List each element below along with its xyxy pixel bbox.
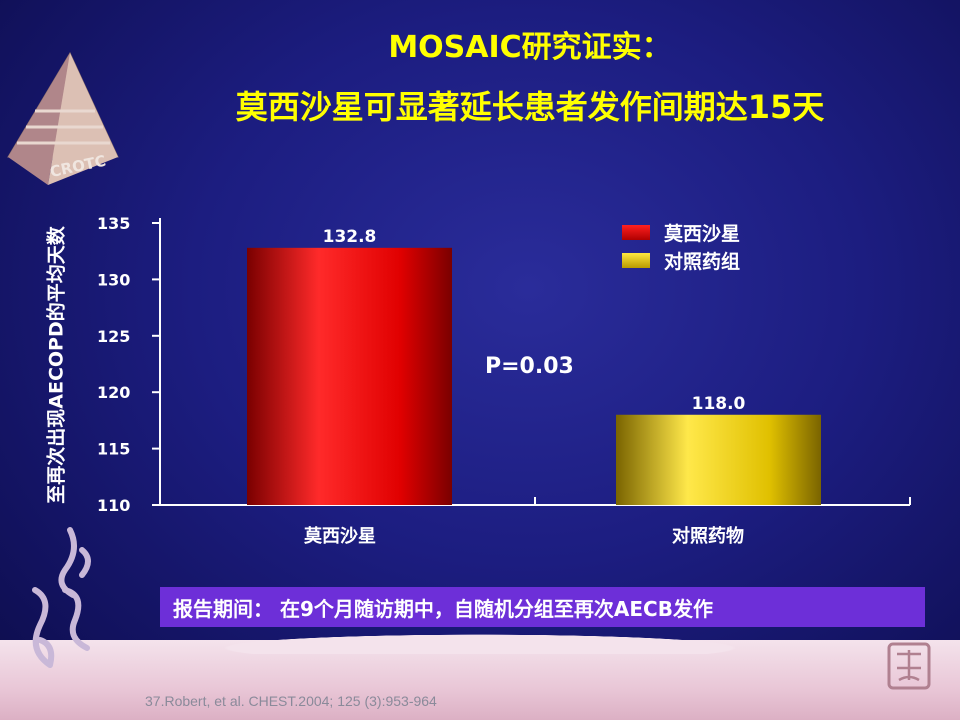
bar-moxifloxacin	[247, 247, 452, 506]
legend-label: 对照药组	[664, 250, 741, 273]
title-line-2: 莫西沙星可显著延长患者发作间期达15天	[235, 88, 825, 126]
crotc-pyramid-logo: CROTC	[7, 51, 119, 185]
chart-legend: 莫西沙星 对照药组	[622, 218, 740, 274]
legend-swatch-yellow	[622, 252, 650, 268]
y-tick-label: 115	[97, 440, 130, 459]
seal-stamp	[887, 642, 931, 690]
legend-item-moxifloxacin: 莫西沙星	[622, 218, 740, 246]
bar-value-label: 132.8	[323, 227, 377, 247]
y-axis-label: 至再次出现AECOPD的平均天数	[45, 226, 68, 504]
bottom-decorative-band	[0, 626, 960, 720]
legend-label: 莫西沙星	[664, 222, 741, 245]
legend-swatch-red	[622, 224, 650, 240]
report-period-box: 报告期间： 在9个月随访期中，自随机分组至再次AECB发作	[160, 587, 925, 627]
bar-value-label: 118.0	[692, 394, 746, 414]
y-tick-label: 110	[97, 496, 130, 515]
bar-chart: 110 115 120 125 130 135 132.8 莫西沙星 118.0 对照药物	[97, 214, 821, 547]
p-value-label: P=0.03	[485, 354, 574, 379]
x-category-label: 莫西沙星	[303, 526, 376, 547]
citation: 37.Robert, et al. CHEST.2004; 125 (3):95…	[145, 693, 437, 709]
y-tick-label: 120	[97, 383, 130, 402]
y-tick-label: 130	[97, 270, 130, 289]
title-line-1: MOSAIC研究证实：	[388, 30, 672, 65]
calligraphy-decoration	[32, 527, 91, 668]
bar-control	[616, 414, 821, 505]
y-tick-label: 135	[97, 214, 130, 233]
legend-item-control: 对照药组	[622, 246, 740, 274]
x-category-label: 对照药物	[672, 525, 744, 547]
y-tick-label: 125	[97, 327, 130, 346]
